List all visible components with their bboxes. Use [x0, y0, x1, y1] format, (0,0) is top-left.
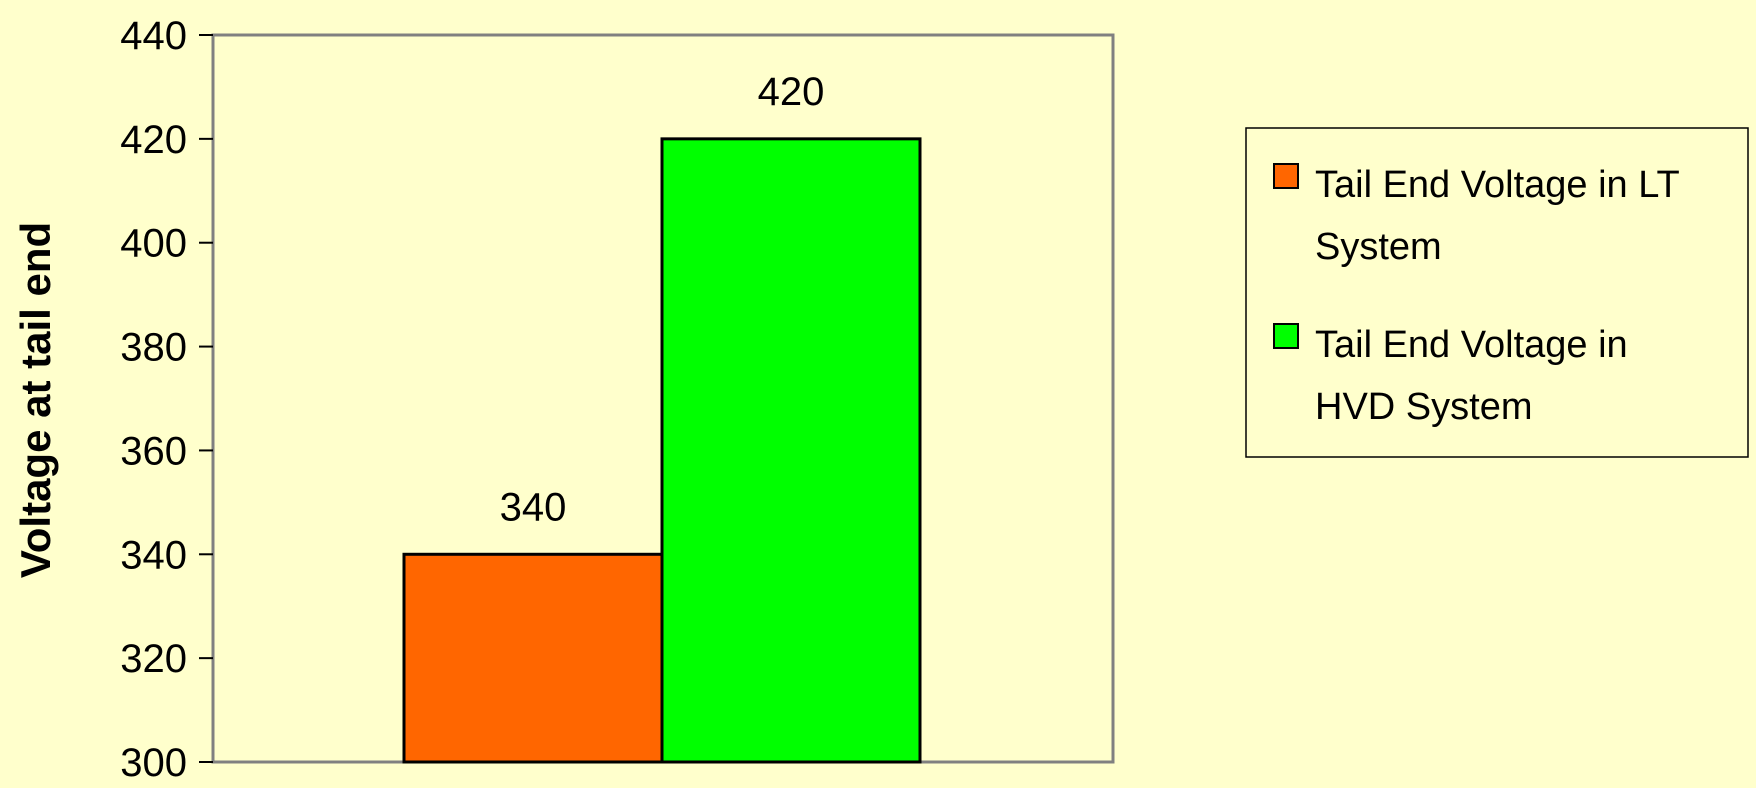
- y-tick-label: 400: [120, 222, 187, 266]
- bar-2: [660, 137, 922, 764]
- bar-value-label-2: 420: [758, 70, 825, 114]
- y-tick-label: 380: [120, 326, 187, 370]
- legend: Tail End Voltage in LT System Tail End Vol…: [1245, 127, 1749, 458]
- bar-value-label-1: 340: [500, 485, 567, 529]
- y-tick-label: 440: [120, 14, 187, 58]
- legend-box: [1245, 127, 1749, 458]
- y-tick-label: 340: [120, 533, 187, 577]
- y-tick-label: 300: [120, 741, 187, 783]
- legend-label-1: Tail End Voltage in LT: [1315, 164, 1680, 206]
- y-tick-label: 420: [120, 118, 187, 162]
- bars: [402, 137, 922, 764]
- y-axis: 300 320 340 360 380 400 420 440: [120, 14, 213, 785]
- legend-label-2: Tail End Voltage in: [1315, 324, 1628, 366]
- legend-label-2: HVD System: [1315, 386, 1532, 428]
- y-axis-title: Voltage at tail end: [12, 222, 59, 578]
- legend-swatch-2: [1273, 323, 1299, 349]
- legend-label-1: System: [1315, 226, 1442, 268]
- bar-1: [402, 552, 664, 764]
- y-tick-label: 320: [120, 637, 187, 681]
- legend-swatch-1: [1273, 163, 1299, 189]
- data-labels: 340 420: [500, 70, 825, 529]
- y-tick-label: 360: [120, 429, 187, 473]
